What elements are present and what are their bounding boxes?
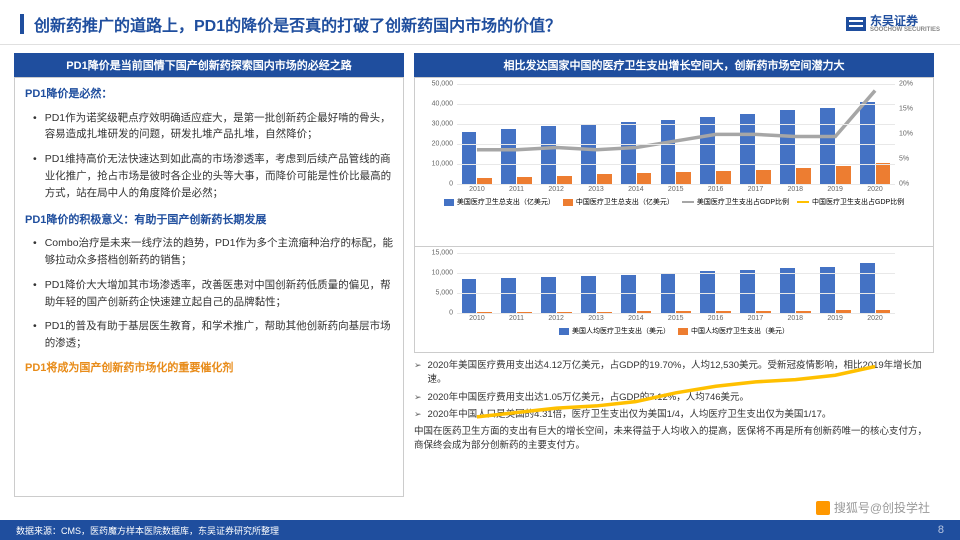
page-title: 创新药推广的道路上，PD1的降价是否真的打破了创新药国内市场的价值？ [34, 12, 846, 36]
bar-group [780, 110, 811, 184]
bullet-item: PD1降价大大增加其市场渗透率，改善医患对中国创新药低质量的偏见，帮助年轻的国产… [25, 277, 393, 311]
content: PD1降价是当前国情下国产创新药探索国内市场的必经之路 PD1降价是必然： PD… [0, 45, 960, 497]
legend-item: 美国人均医疗卫生支出（美元） [559, 326, 670, 336]
highlight-text: PD1将成为国产创新药市场化的重要催化剂 [25, 360, 393, 378]
legend-item: 中国医疗卫生总支出（亿美元） [563, 197, 674, 207]
legend-item: 美国医疗卫生总支出（亿美元） [444, 197, 555, 207]
watermark-icon [816, 501, 830, 515]
left-panel-body: PD1降价是必然： PD1作为诺奖级靶点疗效明确适应症大，是第一批创新药企最好啃… [14, 77, 404, 497]
bar-group [501, 278, 532, 313]
conclusion: 中国在医药卫生方面的支出有巨大的增长空间，未来得益于人均收入的提高，医保将不再是… [414, 425, 934, 454]
logo-icon [846, 17, 866, 31]
legend-item: 美国医疗卫生支出占GDP比例 [682, 197, 789, 207]
bar-group [860, 102, 891, 184]
bullet-item: PD1的普及有助于基层医生教育，和学术推广，帮助其他创新药向基层市场的渗透； [25, 318, 393, 352]
logo-cn: 东吴证券 [870, 15, 940, 27]
footer: 数据来源：CMS，医药魔方样本医院数据库，东吴证券研究所整理 8 [0, 520, 960, 540]
bullet-item: PD1作为诺奖级靶点疗效明确适应症大，是第一批创新药企最好啃的骨头，容易造成扎堆… [25, 110, 393, 144]
bar-group [581, 125, 612, 184]
header: 创新药推广的道路上，PD1的降价是否真的打破了创新药国内市场的价值？ 东吴证券 … [0, 0, 960, 45]
bar-group [581, 276, 612, 313]
bar-group [541, 126, 572, 184]
right-column: 相比发达国家中国的医疗卫生支出增长空间大，创新药市场空间潜力大 010,0002… [414, 53, 934, 497]
note-item: 2020年中国医疗费用支出达1.05万亿美元，占GDP的7.12%，人均746美… [414, 391, 934, 405]
bar-group [501, 129, 532, 184]
bar-group [820, 108, 851, 184]
source-text: 数据来源：CMS，医药魔方样本医院数据库，东吴证券研究所整理 [16, 524, 279, 537]
chart1: 010,00020,00030,00040,00050,000 0%5%10%1… [414, 77, 934, 247]
bar-group [860, 263, 891, 313]
note-item: 2020年中国人口是美国的4.31倍，医疗卫生支出仅为美国1/4，人均医疗卫生支… [414, 408, 934, 422]
page-number: 8 [938, 524, 944, 536]
bar-group [462, 279, 493, 313]
right-panel-title: 相比发达国家中国的医疗卫生支出增长空间大，创新药市场空间潜力大 [414, 53, 934, 77]
section1-title: PD1降价是必然： [25, 86, 393, 104]
bar-group [661, 120, 692, 184]
legend-item: 中国医疗卫生支出占GDP比例 [797, 197, 904, 207]
section2-title: PD1降价的积极意义：有助于国产创新药长期发展 [25, 212, 393, 230]
bar-group [621, 122, 652, 184]
legend-item: 中国人均医疗卫生支出（美元） [678, 326, 789, 336]
watermark: 搜狐号@创投学社 [816, 499, 930, 516]
left-column: PD1降价是当前国情下国产创新药探索国内市场的必经之路 PD1降价是必然： PD… [14, 53, 404, 497]
bar-group [780, 268, 811, 313]
bar-group [541, 277, 572, 313]
bullet-item: Combo治疗是未来一线疗法的趋势，PD1作为多个主流瘤种治疗的标配，能够拉动众… [25, 235, 393, 269]
logo-en: SOOCHOW SECURITIES [870, 27, 940, 33]
bullet-item: PD1维持高价无法快速达到如此高的市场渗透率，考虑到后续产品管线的商业化推广，抢… [25, 151, 393, 201]
header-accent [20, 14, 24, 34]
bar-group [700, 117, 731, 184]
logo: 东吴证券 SOOCHOW SECURITIES [846, 15, 940, 33]
bar-group [740, 270, 771, 313]
note-item: 2020年美国医疗费用支出达4.12万亿美元，占GDP的19.70%，人均12,… [414, 359, 934, 388]
chart2: 05,00010,00015,000 201020112012201320142… [414, 247, 934, 353]
left-panel-title: PD1降价是当前国情下国产创新药探索国内市场的必经之路 [14, 53, 404, 77]
notes-list: 2020年美国医疗费用支出达4.12万亿美元，占GDP的19.70%，人均12,… [414, 359, 934, 422]
bar-group [462, 132, 493, 184]
